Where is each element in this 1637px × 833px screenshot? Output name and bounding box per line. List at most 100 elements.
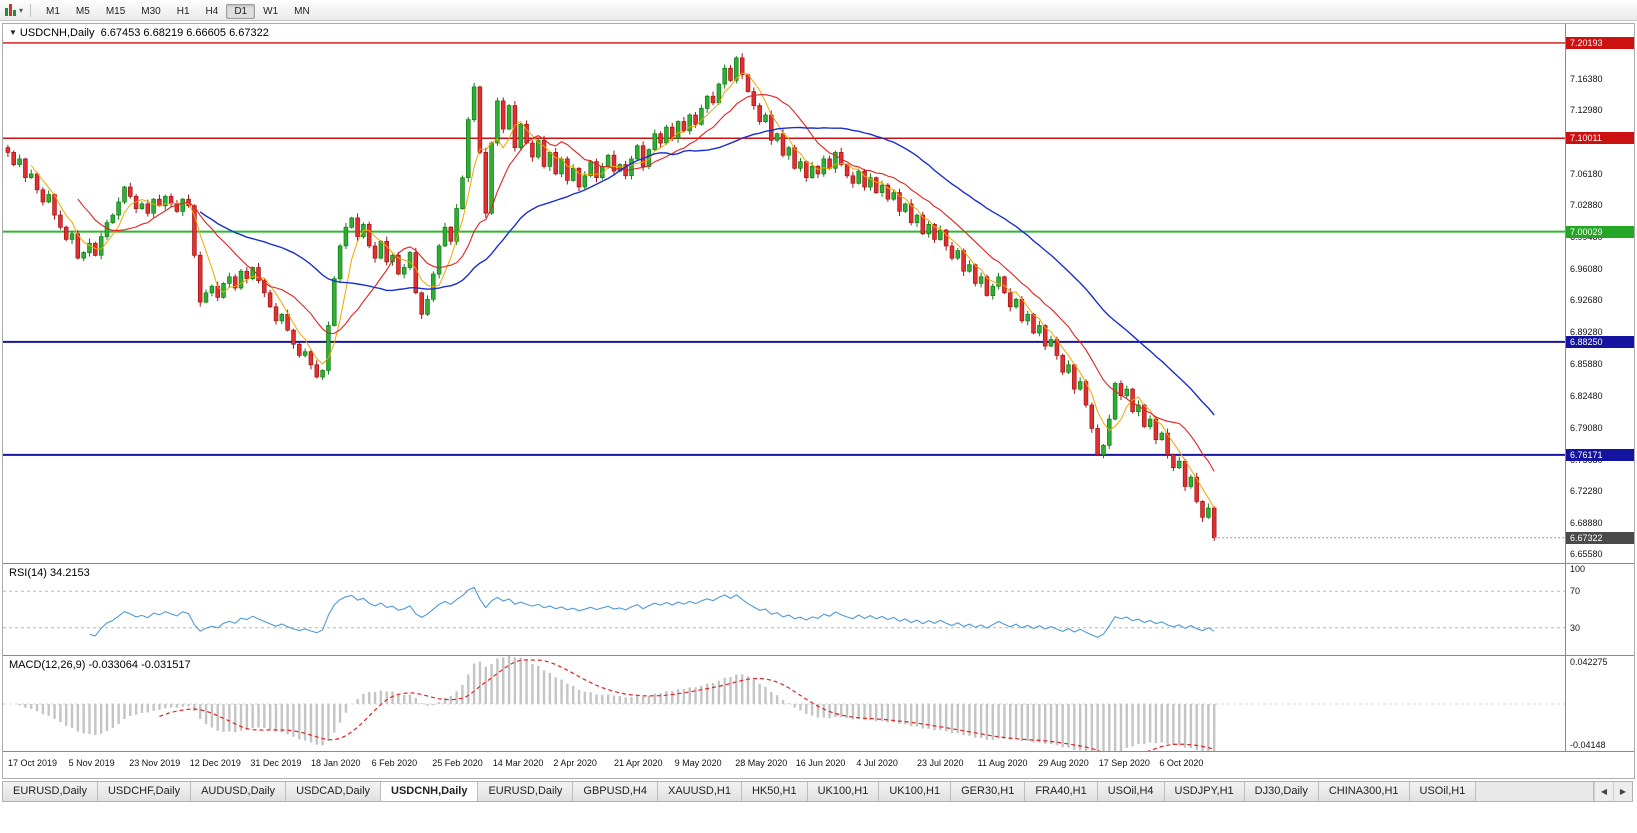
time-axis-label: 5 Nov 2019 — [68, 758, 115, 768]
time-axis-label: 23 Jul 2020 — [917, 758, 964, 768]
time-axis-label: 23 Nov 2019 — [129, 758, 181, 768]
chart-title: USDCNH,Daily — [19, 27, 95, 39]
time-axis-label: 11 Aug 2020 — [977, 758, 1028, 768]
rsi-tick-label: 70 — [1570, 586, 1581, 597]
price-level-badge: 7.10011 — [1566, 132, 1634, 145]
time-axis-label: 12 Dec 2019 — [189, 758, 241, 768]
price-level-badge: 7.00029 — [1566, 225, 1634, 238]
price-axis[interactable]: 7.163807.129807.061807.028806.994806.960… — [1565, 24, 1634, 563]
time-axis-label: 29 Aug 2020 — [1038, 758, 1089, 768]
tab-scroll-nav: ◀ ▶ — [1593, 782, 1632, 801]
price-level-badge: 6.67322 — [1566, 531, 1634, 544]
tab-scroll-right-icon[interactable]: ▶ — [1613, 782, 1632, 801]
chart-tabs: EURUSD,Daily USDCHF,Daily AUDUSD,Daily USDC… — [3, 782, 1477, 801]
chevron-down-icon[interactable]: ▾ — [19, 5, 24, 15]
price-tick-label: 6.79080 — [1570, 422, 1603, 433]
time-axis-label: 9 May 2020 — [674, 758, 722, 768]
price-level-badge: 7.20193 — [1566, 36, 1634, 49]
chart-tab-eurusd-daily[interactable]: EURUSD,Daily — [478, 782, 574, 801]
chart-window: 7.163807.129807.061807.028806.994806.960… — [2, 23, 1635, 779]
rsi-canvas[interactable] — [3, 564, 1565, 655]
time-axis[interactable]: 17 Oct 2019 5 Nov 2019 23 Nov 2019 12 Dec 2… — [3, 751, 1634, 778]
chart-ohlc-values: 6.67453 6.68219 6.66605 6.67322 — [100, 27, 269, 39]
rsi-pane[interactable]: 100 70 30 RSI(14) 34.2153 — [3, 563, 1634, 655]
price-tick-label: 6.96080 — [1570, 263, 1603, 274]
chart-tab-china300-h1[interactable]: CHINA300,H1 — [1318, 782, 1410, 801]
price-tick-label: 7.12980 — [1570, 105, 1603, 116]
price-tick-label: 6.82480 — [1570, 390, 1603, 401]
timeframe-m30[interactable]: M30 — [141, 6, 161, 17]
chart-tab-usoil-h1[interactable]: USOil,H1 — [1409, 782, 1477, 801]
price-tick-label: 7.06180 — [1570, 169, 1603, 180]
price-tick-label: 7.16380 — [1570, 73, 1603, 84]
timeframe-m15[interactable]: M15 — [105, 6, 126, 17]
symbol-dropdown-icon[interactable]: ▼ — [9, 28, 17, 37]
macd-axis[interactable]: 0.042275 -0.04148 — [1565, 656, 1634, 751]
macd-indicator-name: MACD(12,26,9) — [9, 659, 86, 671]
price-level-badge: 6.88250 — [1566, 335, 1634, 348]
chart-type-icon[interactable] — [5, 4, 16, 16]
tab-scroll-left-icon[interactable]: ◀ — [1594, 782, 1613, 801]
time-axis-label: 28 May 2020 — [735, 758, 788, 768]
time-axis-label: 17 Oct 2019 — [8, 758, 58, 768]
chart-tab-xauusd-h1[interactable]: XAUUSD,H1 — [657, 782, 742, 801]
chart-tab-uk100-h1[interactable]: UK100,H1 — [807, 782, 880, 801]
toolbar-separator — [30, 3, 32, 17]
time-axis-label: 17 Sep 2020 — [1098, 758, 1150, 768]
candlestick-plot[interactable] — [3, 24, 1565, 563]
chart-tab-eurusd-daily[interactable]: EURUSD,Daily — [3, 782, 98, 801]
time-axis-label: 14 Mar 2020 — [492, 758, 544, 768]
rsi-current-value: 34.2153 — [49, 567, 90, 579]
price-pane[interactable]: 7.163807.129807.061807.028806.994806.960… — [3, 24, 1634, 563]
chart-tabs-bar: EURUSD,Daily USDCHF,Daily AUDUSD,Daily USDC… — [2, 781, 1633, 802]
timeframe-d1[interactable]: D1 — [226, 4, 256, 19]
timeframe-h1[interactable]: H1 — [176, 6, 190, 17]
chart-tab-uk100-h1[interactable]: UK100,H1 — [879, 782, 952, 801]
chart-tab-audusd-daily[interactable]: AUDUSD,Daily — [191, 782, 287, 801]
chart-tab-usdjpy-h1[interactable]: USDJPY,H1 — [1164, 782, 1245, 801]
chart-tab-gbpusd-h4[interactable]: GBPUSD,H4 — [573, 782, 658, 801]
macd-plot[interactable] — [3, 656, 1565, 751]
rsi-axis[interactable]: 100 70 30 — [1565, 564, 1634, 655]
macd-canvas[interactable] — [3, 656, 1565, 751]
price-tick-label: 6.68880 — [1570, 518, 1603, 529]
chart-tab-usdcad-daily[interactable]: USDCAD,Daily — [286, 782, 382, 801]
timeframe-h4[interactable]: H4 — [205, 6, 219, 17]
time-axis-label: 2 Apr 2020 — [553, 758, 597, 768]
time-axis-label: 6 Oct 2020 — [1159, 758, 1204, 768]
price-level-badge: 6.76171 — [1566, 448, 1634, 461]
price-tick-label: 6.85880 — [1570, 359, 1603, 370]
time-axis-label: 31 Dec 2019 — [250, 758, 302, 768]
rsi-label: RSI(14) 34.2153 — [9, 567, 90, 579]
chart-tab-ger30-h1[interactable]: GER30,H1 — [951, 782, 1026, 801]
timeframe-mn[interactable]: MN — [294, 6, 310, 17]
rsi-plot[interactable] — [3, 564, 1565, 655]
macd-axis-top: 0.042275 — [1570, 657, 1608, 667]
chart-tab-hk50-h1[interactable]: HK50,H1 — [741, 782, 808, 801]
chart-tab-usoil-h4[interactable]: USOil,H4 — [1097, 782, 1165, 801]
macd-current-values: -0.033064 -0.031517 — [88, 659, 191, 671]
candlestick-canvas[interactable] — [3, 24, 1565, 563]
time-axis-label: 6 Feb 2020 — [371, 758, 418, 768]
timeframe-m5[interactable]: M5 — [75, 6, 90, 17]
rsi-indicator-name: RSI(14) — [9, 567, 47, 579]
price-tick-label: 6.72280 — [1570, 486, 1603, 497]
time-axis-label: 25 Feb 2020 — [432, 758, 483, 768]
price-tick-label: 7.02880 — [1570, 199, 1603, 210]
rsi-tick-label: 30 — [1570, 622, 1581, 633]
timeframe-m1[interactable]: M1 — [46, 6, 60, 17]
timeframe-w1[interactable]: W1 — [263, 6, 279, 17]
macd-axis-bottom: -0.04148 — [1570, 740, 1606, 750]
chart-tab-usdcnh-daily[interactable]: USDCNH,Daily — [381, 782, 479, 801]
time-axis-label: 21 Apr 2020 — [614, 758, 663, 768]
timeframe-toolbar: ▾ M1 M5 M15 M30 H1 H4 D1 W1 MN — [0, 0, 1637, 21]
macd-pane[interactable]: 0.042275 -0.04148 MACD(12,26,9) -0.033064… — [3, 655, 1634, 751]
chart-tab-fra40-h1[interactable]: FRA40,H1 — [1025, 782, 1098, 801]
chart-ohlc-label: ▼ USDCNH,Daily 6.67453 6.68219 6.66605 6.… — [9, 27, 269, 39]
chart-tab-usdchf-daily[interactable]: USDCHF,Daily — [97, 782, 192, 801]
chart-tab-dj30-daily[interactable]: DJ30,Daily — [1244, 782, 1319, 801]
rsi-tick-label: 100 — [1570, 564, 1586, 574]
time-axis-label: 16 Jun 2020 — [795, 758, 846, 768]
time-axis-label: 4 Jul 2020 — [856, 758, 898, 768]
